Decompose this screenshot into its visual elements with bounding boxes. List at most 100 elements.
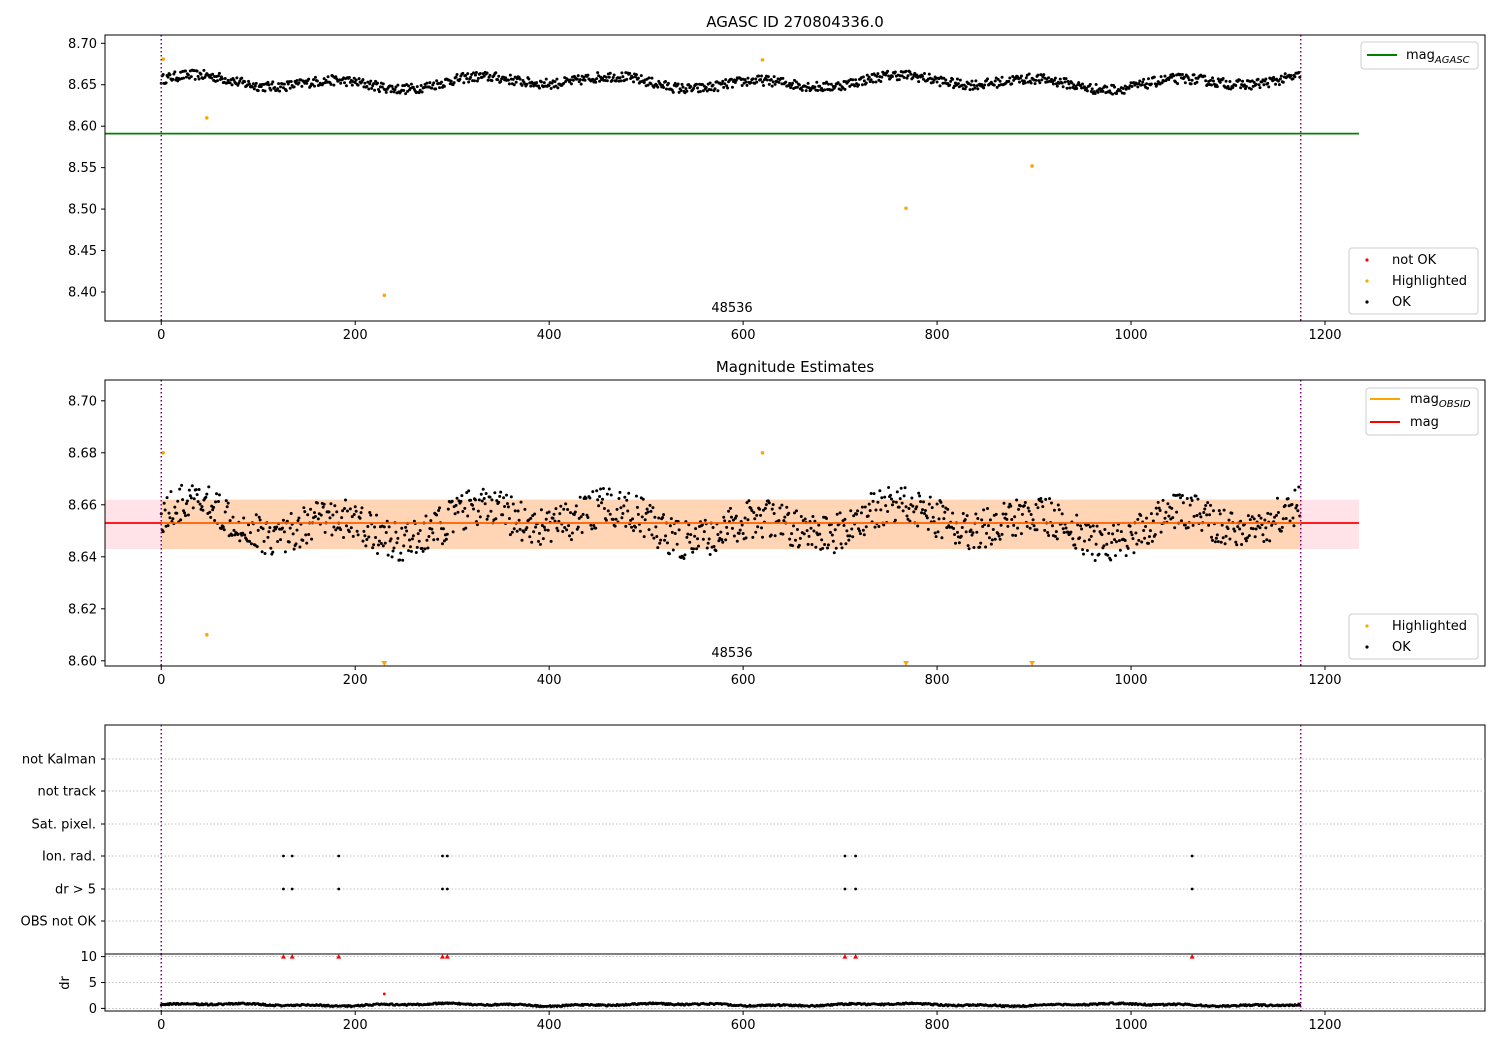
panel-2-ok-point	[1210, 535, 1214, 539]
panel-2-ok-point	[693, 534, 697, 538]
panel-1-ok-point	[720, 82, 724, 86]
panel-1-ok-point	[904, 69, 908, 73]
panel-1-ok-point	[974, 79, 978, 83]
panel-4-highlighted-point	[382, 992, 386, 996]
panel-2-ok-point	[919, 500, 923, 504]
panel-2-ok-point	[1178, 496, 1182, 500]
panel-2-ok-point	[586, 516, 590, 520]
panel-2-ok-point	[381, 544, 385, 548]
panel-1-ok-point	[614, 79, 618, 83]
panel-2-ok-point	[986, 506, 990, 510]
panel-2-ok-point	[794, 509, 798, 513]
panel-1-ok-point	[1082, 85, 1086, 89]
panel-1-ok-point	[251, 82, 255, 86]
panel-2-ok-point	[189, 496, 193, 500]
panel-1-ok-point	[1182, 75, 1186, 79]
panel-2-ok-point	[1240, 543, 1244, 547]
panel-1-ok-point	[993, 79, 997, 83]
panel-2-ok-point	[356, 533, 360, 537]
panel-2-ok-point	[217, 493, 221, 497]
panel-2-ok-point	[600, 497, 604, 501]
panel-1-ok-point	[238, 79, 242, 83]
panel-1-ok-point	[454, 75, 458, 79]
panel-2-ok-point	[729, 515, 733, 519]
panel-2-ok-point	[551, 516, 555, 520]
panel-1-ok-point	[729, 77, 733, 81]
panel-2-ok-point	[333, 504, 337, 508]
panel-3-flag-point	[445, 854, 449, 858]
panel-2-ok-point	[783, 515, 787, 519]
panel-2-ok-point	[554, 507, 558, 511]
panel-2-ok-point	[946, 507, 950, 511]
panel-1-ok-point	[839, 88, 843, 92]
panel-1-ok-point	[518, 77, 522, 81]
panel-2-ok-point	[1175, 510, 1179, 514]
panel-1-ok-point	[867, 75, 871, 79]
panel-1-ok-point	[334, 75, 338, 79]
panel-2-ok-point	[1236, 525, 1240, 529]
panel-1-ok-point	[350, 83, 354, 87]
panel-1-ok-point	[1136, 85, 1140, 89]
panel-2-ok-point	[645, 507, 649, 511]
panel-2-ok-point	[771, 503, 775, 507]
panel-2-ok-point	[192, 497, 196, 501]
panel-2-ok-point	[515, 529, 519, 533]
panel-2-ok-point	[712, 544, 716, 548]
panel-2-ok-point	[309, 507, 313, 511]
panel-2-ok-point	[353, 505, 357, 509]
panel-2-ok-point	[208, 510, 212, 514]
panel-1-ok-point	[442, 84, 446, 88]
panel-1-ok-point	[267, 83, 271, 87]
panel-1-ok-point	[373, 88, 377, 92]
panel-2-ok-point	[621, 511, 625, 515]
panel-2-ok-point	[505, 502, 509, 506]
panel-2-ok-point	[558, 512, 562, 516]
panel-1-ok-point	[716, 89, 720, 93]
panel-2-ok-point	[862, 533, 866, 537]
panel-1-ok-point	[476, 76, 480, 80]
panel-1-ok-point	[745, 83, 749, 87]
panel-1-ok-point	[1211, 79, 1215, 83]
panel-2-ok-point	[257, 515, 261, 519]
panel-1-ok-point	[506, 78, 510, 82]
panel-1-ok-point	[216, 74, 220, 78]
panel-2-ok-point	[604, 518, 608, 522]
panel-2-ok-point	[1009, 504, 1013, 508]
panel-2-ok-point	[319, 513, 323, 517]
panel-1-ok-point	[879, 79, 883, 83]
panel-1-ok-point	[569, 82, 573, 86]
panel-2-ok-point	[636, 512, 640, 516]
panel-2-ok-point	[630, 525, 634, 529]
panel-1-ok-point	[829, 82, 833, 86]
panel-2-ok-point	[756, 525, 760, 529]
panel-2-ok-point	[387, 525, 391, 529]
panel-1-ok-point	[409, 82, 413, 86]
panel-2-ok-point	[1264, 526, 1268, 530]
panel-2-ok-point	[755, 513, 759, 517]
panel-2-ok-point	[1164, 510, 1168, 514]
panel-2-ok-point	[372, 543, 376, 547]
panel-2-ok-point	[864, 525, 868, 529]
panel-1-ok-point	[273, 85, 277, 89]
panel-2-ok-point	[1137, 538, 1141, 542]
panel-1-ok-point	[760, 74, 764, 78]
panel-2-ok-point	[539, 508, 543, 512]
panel-2-ok-point	[477, 498, 481, 502]
panel-2-obsid-label: 48536	[711, 646, 752, 661]
panel-1-ok-point	[217, 71, 221, 75]
panel-2-ok-point	[322, 502, 326, 506]
panel-2-ok-point	[417, 539, 421, 543]
panel-3-category-label: dr > 5	[55, 883, 96, 898]
panel-dr: 0 200 400 600 800 1000 1200 0 5 10 dr	[58, 950, 1486, 1033]
panel-1-ok-point	[1033, 82, 1037, 86]
panel-2-ok-point	[495, 499, 499, 503]
panel-2-ok-point	[1014, 533, 1018, 537]
panel-3-flag-point	[854, 854, 858, 858]
panel-2-ok-point	[1147, 535, 1151, 539]
panel-2-ok-point	[529, 516, 533, 520]
panel-2-ok-point	[1035, 528, 1039, 532]
panel-2-ok-point	[1088, 525, 1092, 529]
panel-2-ok-point	[385, 519, 389, 523]
legend-ok-marker-2	[1365, 645, 1369, 649]
panel-2-ok-point	[261, 527, 265, 531]
